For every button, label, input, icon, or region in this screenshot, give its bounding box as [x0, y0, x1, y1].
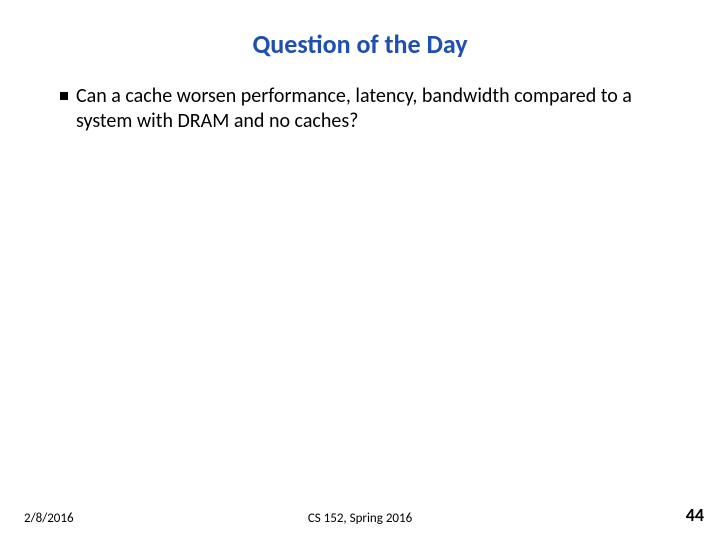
footer-page-number: 44 — [686, 504, 704, 526]
bullet-text: Can a cache worsen performance, latency,… — [76, 84, 672, 134]
footer-course: CS 152, Spring 2016 — [0, 511, 720, 526]
square-bullet-icon — [60, 92, 68, 100]
slide-footer: 2/8/2016 CS 152, Spring 2016 44 — [0, 506, 720, 526]
slide: Question of the Day Can a cache worsen p… — [0, 0, 720, 540]
slide-title: Question of the Day — [48, 28, 672, 60]
bullet-item: Can a cache worsen performance, latency,… — [48, 84, 672, 134]
